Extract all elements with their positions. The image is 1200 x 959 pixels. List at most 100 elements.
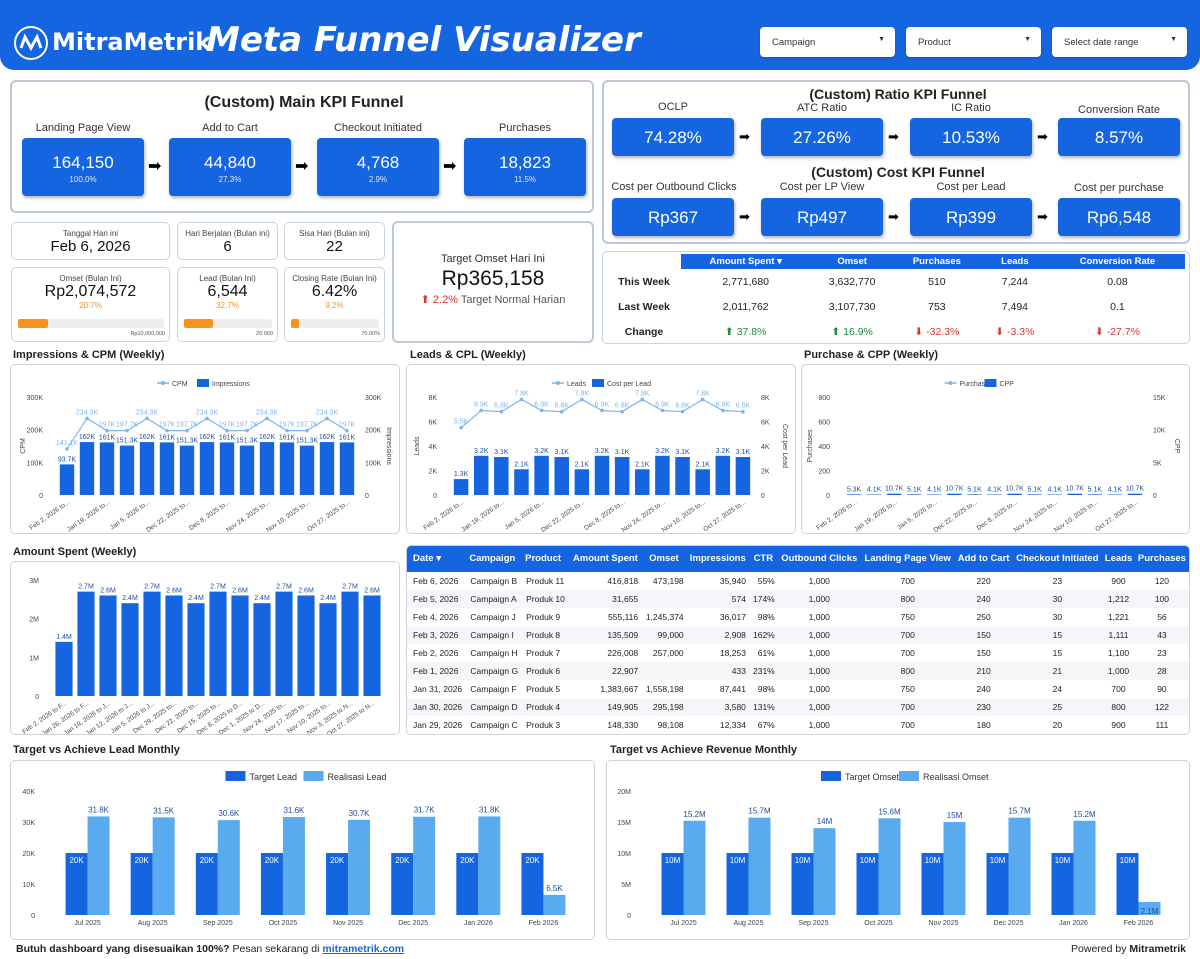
chart-bar <box>574 469 590 495</box>
y-tick-right: 0 <box>365 493 369 500</box>
arrow-up-icon: ⬆ <box>420 294 430 306</box>
line-data-label: 6.8K <box>675 403 690 410</box>
chart-bar <box>543 894 566 915</box>
table-cell: 1,245,374 <box>645 612 684 622</box>
sort-amount-header[interactable]: Amount Spent ▾ <box>681 254 811 269</box>
table-cell: 56 <box>1157 612 1167 622</box>
table-cell: 111 <box>1155 720 1169 730</box>
bar-data-label: 2.7M <box>144 584 160 591</box>
x-tick: Sep 2025 <box>203 920 233 927</box>
table-cell: Produk 5 <box>526 684 561 694</box>
table-cell: 1,383,667 <box>600 684 639 694</box>
bar-data-label: 162K <box>199 434 216 441</box>
funnel-value: 4,768 <box>356 153 400 172</box>
table-cell: 28 <box>1134 662 1189 680</box>
progress-track <box>184 319 272 328</box>
funnel-pct: 27.3% <box>218 175 242 184</box>
campaign-filter-label: Campaign <box>772 37 816 48</box>
x-tick: Jan 2026 <box>464 920 493 927</box>
y-axis-label-left: Purchases <box>807 429 814 463</box>
chart-bar <box>1127 493 1143 495</box>
card-value: 6 <box>223 238 232 255</box>
table-cell: Produk 4 <box>523 698 570 716</box>
progress-track <box>291 319 379 328</box>
card-value: Feb 6, 2026 <box>50 238 131 255</box>
line-point <box>285 428 289 433</box>
campaign-filter[interactable]: Campaign ▼ <box>760 27 895 57</box>
comparison-header: Purchases <box>893 254 980 269</box>
bar-data-label: 2.1K <box>635 461 650 468</box>
bar-data-label: 4.1K <box>867 486 882 493</box>
sort-date-header[interactable]: Date ▾ <box>407 546 468 572</box>
date-range-filter[interactable]: Select date range ▼ <box>1052 27 1187 57</box>
x-tick: Dec 22, 2025 to... <box>540 499 586 533</box>
cost-label: Cost per LP View <box>779 181 865 193</box>
table-cell: 250 <box>976 612 991 622</box>
table-cell: 148,330 <box>607 720 639 730</box>
chart-bar <box>339 442 355 495</box>
legend-bar-swatch <box>984 379 997 387</box>
chart-bar <box>1073 820 1096 915</box>
bar-data-label: 4.1K <box>1108 486 1123 493</box>
table-cell: 122 <box>1134 698 1189 716</box>
bar-data-label: 20K <box>330 856 345 865</box>
bar-data-label: 31.5K <box>153 806 175 815</box>
bar-data-label: 20K <box>69 856 84 865</box>
table-cell: 700 <box>900 576 915 586</box>
chart-bar <box>217 820 240 915</box>
bar-data-label: 2.1K <box>575 461 590 468</box>
days-remaining-card: Sisa Hari (Bulan ini) 22 <box>284 222 385 260</box>
chart-bar <box>152 817 175 915</box>
change-value: -3.3% <box>1007 325 1035 338</box>
table-cell: 800 <box>860 590 955 608</box>
chart-bar <box>735 457 751 495</box>
y-tick: 3M <box>29 578 39 585</box>
y-tick: 0 <box>31 913 35 920</box>
table-cell: 1,111 <box>1102 626 1135 644</box>
product-filter-label: Product <box>918 37 951 48</box>
table-cell: 240 <box>976 684 991 694</box>
product-filter[interactable]: Product ▼ <box>906 27 1041 57</box>
x-tick: Jan 5, 2026 to... <box>109 499 151 532</box>
bar-data-label: 10M <box>1055 856 1071 865</box>
table-row: Feb 3, 2026 Campaign I Produk 8 135,509 99,0… <box>407 626 1189 644</box>
bar-data-label: 2.7M <box>342 584 358 591</box>
chart-bar <box>279 442 295 495</box>
powered-by-text: Powered by <box>1071 943 1127 955</box>
y-tick-right: 300K <box>365 395 382 402</box>
target-delta-text: Target Normal Harian <box>460 294 566 306</box>
cell: 7,494 <box>1001 300 1029 313</box>
logo-text: MitraMetrik <box>52 28 212 56</box>
funnel-value: 164,150 <box>52 153 114 172</box>
line-data-label: 234.3K <box>196 409 219 416</box>
table-cell: 87,441 <box>719 684 746 694</box>
table-cell: Feb 5, 2026 <box>407 590 468 608</box>
chart-bar <box>878 818 901 915</box>
funnel-value: 18,823 <box>499 153 551 172</box>
line-data-label: 234.3K <box>256 409 279 416</box>
x-tick: Dec 2025 <box>398 920 428 927</box>
line-data-label: 5.5K <box>454 419 469 426</box>
table-cell: 12,334 <box>719 720 746 730</box>
table-header-cell: Outbound Clicks <box>777 546 861 572</box>
cost-label: Cost per Outbound Clicks <box>611 181 737 193</box>
y-tick-right: 2K <box>761 469 770 476</box>
chart-bar <box>866 494 882 495</box>
cell: 0.1 <box>1110 300 1125 313</box>
y-tick-right: 0 <box>761 493 765 500</box>
line-point <box>185 428 189 433</box>
footer-link[interactable]: mitrametrik.com <box>322 943 405 955</box>
bar-data-label: 3.2K <box>534 448 549 455</box>
chart-bar <box>813 828 836 915</box>
chart-bar <box>239 445 255 495</box>
line-data-label: 197K <box>159 422 176 429</box>
row-label: Change <box>624 325 664 338</box>
y-tick-right: 15K <box>1153 395 1166 402</box>
date-range-filter-label: Select date range <box>1064 37 1139 48</box>
card-pct: 20.7% <box>79 301 102 310</box>
table-cell: 1,000 <box>777 662 861 680</box>
table-cell: 24 <box>1052 684 1063 694</box>
closing-rate-card: Closing Rate (Bulan Ini) 6.42% 9.2% 70.0… <box>284 267 385 342</box>
line-data-label: 197K <box>339 422 356 429</box>
bar-data-label: 31.7K <box>414 806 436 815</box>
